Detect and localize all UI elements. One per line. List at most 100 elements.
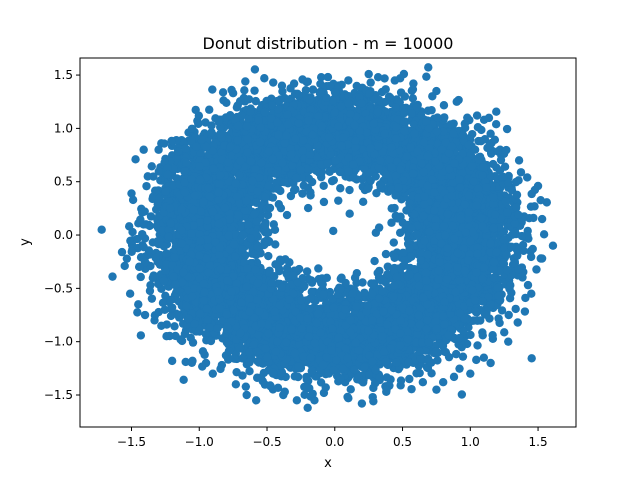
- scatter-point: [142, 181, 151, 191]
- scatter-point: [133, 308, 142, 317]
- scatter-point: [160, 139, 169, 148]
- scatter-point: [329, 175, 338, 185]
- scatter-point: [405, 374, 414, 384]
- scatter-point: [358, 197, 368, 207]
- scatter-point: [154, 145, 163, 154]
- scatter-point: [302, 267, 312, 276]
- scatter-point: [334, 196, 343, 205]
- scatter-point: [454, 95, 463, 105]
- scatter-point: [231, 380, 241, 389]
- scatter-point: [280, 387, 289, 396]
- scatter-point: [428, 92, 437, 101]
- scatter-point: [97, 225, 106, 234]
- scatter-point: [136, 272, 145, 282]
- scatter-point: [514, 156, 524, 165]
- scatter-point: [167, 356, 177, 366]
- scatter-point: [292, 396, 302, 405]
- scatter-point: [250, 86, 259, 95]
- scatter-point: [352, 278, 361, 288]
- scatter-point: [251, 396, 261, 405]
- scatter-point: [134, 300, 143, 309]
- scatter-point: [357, 399, 367, 408]
- scatter-point: [472, 111, 482, 120]
- scatter-point: [250, 65, 260, 74]
- scatter-point: [216, 364, 225, 374]
- scatter-point: [117, 247, 127, 257]
- scatter-point: [319, 181, 328, 190]
- scatter-point: [364, 69, 373, 79]
- scatter-point: [513, 318, 522, 327]
- scatter-point: [194, 119, 203, 129]
- scatter-point: [136, 331, 146, 340]
- scatter-point: [407, 384, 416, 394]
- scatter-point: [271, 240, 280, 249]
- scatter-point: [352, 268, 362, 278]
- scatter-point: [466, 369, 475, 378]
- scatter-point: [373, 73, 383, 82]
- scatter-point: [343, 392, 352, 402]
- scatter-point: [146, 212, 156, 221]
- scatter-point: [479, 353, 489, 362]
- points-layer: [97, 63, 558, 412]
- scatter-point: [527, 289, 536, 298]
- scatter-point: [422, 72, 431, 81]
- scatter-point: [319, 197, 329, 207]
- scatter-point: [504, 337, 513, 346]
- scatter-point: [390, 203, 399, 213]
- scatter-point: [366, 78, 375, 87]
- scatter-point: [548, 241, 558, 250]
- scatter-point: [187, 358, 197, 367]
- scatter-point: [181, 357, 190, 367]
- scatter-point: [523, 173, 532, 182]
- scatter-point: [396, 381, 405, 390]
- scatter-point: [521, 293, 530, 303]
- scatter-point: [323, 72, 333, 82]
- scatter-point: [418, 378, 428, 387]
- scatter-point: [314, 264, 323, 273]
- scatter-point: [449, 372, 459, 382]
- scatter-point: [486, 129, 495, 138]
- scatter-point: [260, 74, 269, 83]
- scatter-point: [344, 76, 353, 85]
- scatter-point: [131, 155, 140, 164]
- scatter-point: [408, 85, 418, 94]
- scatter-point: [298, 189, 307, 198]
- scatter-point: [387, 218, 396, 227]
- scatter-point: [502, 124, 512, 134]
- scatter-point: [458, 352, 468, 361]
- scatter-point: [438, 378, 448, 387]
- scatter-point: [154, 307, 163, 317]
- scatter-point: [500, 328, 509, 337]
- scatter-point: [219, 96, 228, 105]
- scatter-point: [270, 225, 280, 234]
- scatter-point: [177, 336, 187, 346]
- scatter-point: [405, 244, 414, 253]
- scatter-point: [383, 262, 393, 271]
- scatter-point: [120, 261, 129, 271]
- scatter-point: [208, 369, 218, 378]
- scatter-point: [242, 390, 251, 400]
- scatter-point: [511, 304, 520, 314]
- scatter-point: [537, 214, 547, 224]
- scatter-point: [127, 189, 136, 198]
- scatter-point: [370, 256, 379, 266]
- chart-title: Donut distribution - m = 10000: [203, 34, 454, 53]
- scatter-point: [125, 289, 135, 298]
- scatter-point: [539, 230, 549, 239]
- scatter-point: [241, 382, 251, 391]
- scatter-point: [446, 120, 455, 129]
- scatter-point: [455, 364, 464, 373]
- scatter-point: [432, 385, 441, 394]
- scatter-point: [253, 357, 262, 366]
- scatter-point: [241, 77, 250, 86]
- scatter-point: [240, 86, 249, 95]
- scatter-point: [415, 368, 424, 378]
- scatter-point: [158, 298, 168, 308]
- scatter-point: [188, 338, 198, 347]
- scatter-point: [317, 73, 326, 82]
- scatter-point: [147, 162, 156, 171]
- scatter-point: [486, 358, 495, 368]
- scatter-point: [139, 145, 148, 154]
- scatter-point: [346, 385, 355, 394]
